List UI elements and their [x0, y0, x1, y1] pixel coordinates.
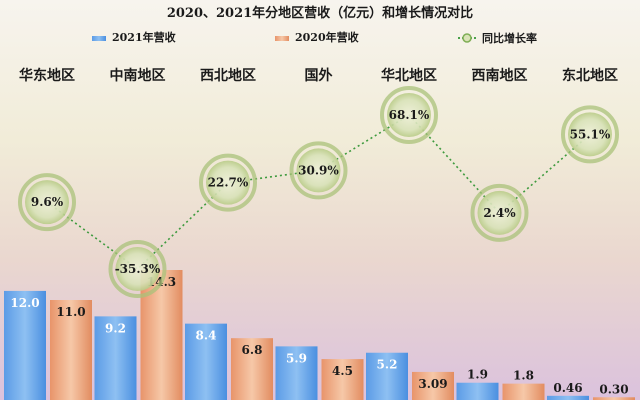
legend: 2021年营收 2020年营收 同比增长率	[92, 30, 537, 45]
growth-marker	[387, 93, 431, 137]
growth-label: 30.9%	[298, 163, 339, 177]
bar-label-2020: 0.30	[599, 382, 628, 396]
growth-marker-ring	[289, 141, 348, 200]
bar-label-2020: 6.8	[242, 343, 263, 357]
growth-marker	[296, 148, 341, 193]
category-label: 西北地区	[200, 67, 256, 84]
category-label: 国外	[305, 67, 333, 84]
legend-marker-growth	[462, 33, 472, 43]
bar-2020	[140, 270, 183, 400]
legend-label-2020: 2020年营收	[295, 30, 359, 44]
growth-marker-ring	[108, 240, 167, 298]
bar-2020	[593, 397, 635, 400]
bar-label-2020: 4.5	[332, 364, 353, 378]
legend-swatch-2021	[92, 36, 106, 41]
legend-swatch-2020	[275, 36, 289, 41]
growth-label: -35.3%	[115, 262, 161, 276]
category-label: 西南地区	[472, 67, 528, 84]
category-label: 华东地区	[19, 67, 75, 84]
category-labels: 华东地区 中南地区 西北地区 国外 华北地区 西南地区 东北地区	[19, 67, 618, 84]
growth-marker	[115, 247, 160, 291]
bar-2021	[185, 323, 227, 400]
chart-title: 2020、2021年分地区营收（亿元）和增长情况对比	[167, 5, 473, 21]
bar-2021	[456, 382, 499, 400]
growth-label: 68.1%	[389, 108, 430, 122]
growth-marker-ring	[380, 86, 438, 144]
growth-label: 2.4%	[483, 206, 516, 220]
growth-line: 9.6% -35.3% 22.7% 30.9% 68.1% 2.4% 55.1%	[18, 86, 619, 298]
growth-marker	[568, 112, 612, 157]
category-label: 华北地区	[381, 67, 437, 84]
bar-2020	[50, 300, 92, 400]
bars: 12.011.09.214.38.46.85.94.5 5.23.091.9 1.8…	[4, 270, 635, 400]
bar-2020	[321, 359, 364, 400]
growth-marker	[477, 190, 522, 235]
growth-marker	[206, 160, 250, 205]
bar-2021	[547, 395, 589, 400]
bar-label-2020: 11.0	[56, 305, 85, 319]
bar-2020	[502, 383, 545, 400]
bar-label-2021: 5.2	[377, 358, 398, 372]
growth-marker-ring	[470, 183, 529, 242]
category-label: 中南地区	[110, 67, 166, 84]
bar-label-2020: 1.8	[513, 369, 534, 383]
bar-label-2021: 0.46	[553, 381, 582, 395]
bar-label-2021: 5.9	[286, 351, 307, 365]
growth-marker	[25, 180, 69, 225]
bar-2020	[231, 338, 273, 400]
bar-label-2021: 8.4	[196, 329, 217, 343]
bar-label-2021: 1.9	[467, 368, 488, 382]
bar-2021	[275, 346, 318, 400]
bar-2021	[366, 352, 408, 400]
growth-marker-ring	[561, 105, 619, 164]
growth-label: 22.7%	[208, 176, 249, 190]
growth-marker-ring	[199, 153, 257, 212]
growth-marker-ring	[18, 173, 76, 232]
bar-2020	[412, 371, 454, 400]
growth-label: 9.6%	[31, 195, 64, 209]
bar-label-2021: 9.2	[105, 321, 126, 335]
legend-label-growth: 同比增长率	[482, 31, 537, 45]
category-label: 东北地区	[562, 67, 618, 84]
bar-label-2020: 3.09	[418, 377, 447, 391]
bar-2021	[94, 316, 137, 400]
legend-label-2021: 2021年营收	[112, 30, 176, 44]
bar-2021	[4, 290, 46, 400]
growth-label: 55.1%	[570, 127, 611, 141]
bar-label-2021: 12.0	[10, 296, 39, 310]
